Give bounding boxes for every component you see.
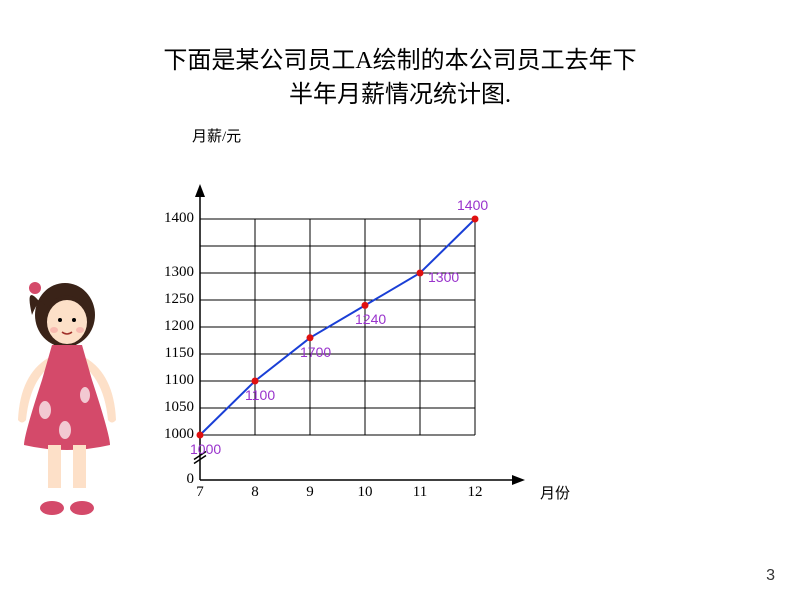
title-line-1: 下面是某公司员工A绘制的本公司员工去年下 <box>163 48 636 74</box>
slide-title: 下面是某公司员工A绘制的本公司员工去年下 半年月薪情况统计图. <box>0 45 800 112</box>
y-tick-label: 1250 <box>146 291 194 308</box>
girl-illustration <box>10 280 130 530</box>
x-tick-label: 8 <box>240 484 270 501</box>
data-point-label: 1700 <box>300 344 331 360</box>
data-point-label: 1100 <box>245 387 275 403</box>
x-tick-label: 12 <box>460 484 490 501</box>
chart-svg <box>140 130 620 530</box>
y-tick-label: 1000 <box>146 426 194 443</box>
data-point-label: 1300 <box>428 269 459 285</box>
y-tick-label: 1200 <box>146 318 194 335</box>
line-chart: 月薪/元 月份 01000105011001150120012501300140… <box>140 130 620 530</box>
y-axis-label: 月薪/元 <box>192 125 241 146</box>
y-tick-label: 1150 <box>146 345 194 362</box>
y-tick-label: 1300 <box>146 264 194 281</box>
x-tick-label: 10 <box>350 484 380 501</box>
title-line-2: 半年月薪情况统计图. <box>289 82 511 108</box>
x-tick-label: 9 <box>295 484 325 501</box>
data-point-label: 1240 <box>355 311 386 327</box>
x-tick-label: 11 <box>405 484 435 501</box>
page-number: 3 <box>766 567 775 585</box>
data-point-label: 1400 <box>457 197 488 213</box>
y-tick-label: 1100 <box>146 372 194 389</box>
data-point-label: 1000 <box>190 441 221 457</box>
y-tick-label: 1050 <box>146 399 194 416</box>
y-tick-label: 1400 <box>146 210 194 227</box>
x-axis-label: 月份 <box>540 482 570 503</box>
x-tick-label: 7 <box>185 484 215 501</box>
